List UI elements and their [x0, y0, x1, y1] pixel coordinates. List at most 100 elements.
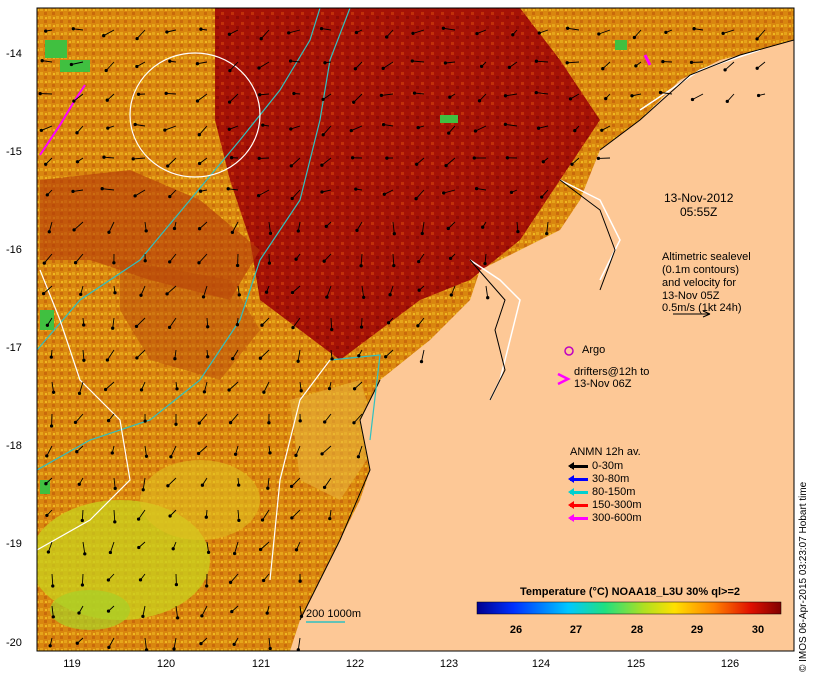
velocity-arrow-head — [111, 326, 115, 330]
velocity-arrow-head — [420, 231, 424, 236]
velocity-arrow-head — [261, 123, 265, 127]
velocity-arrow — [135, 124, 146, 127]
velocity-arrow-head — [362, 295, 366, 300]
velocity-arrow-head — [448, 256, 453, 261]
velocity-arrow — [140, 285, 146, 296]
annotation-line: 13-Nov 05Z — [662, 290, 720, 302]
velocity-arrow-head — [419, 359, 424, 364]
velocity-arrow-head — [198, 189, 203, 193]
velocity-arrow-head — [503, 122, 508, 127]
velocity-arrow — [103, 29, 115, 37]
velocity-arrow — [567, 61, 580, 64]
colorbar-tick: 30 — [751, 624, 765, 636]
velocity-arrow-head — [417, 288, 421, 292]
velocity-arrow — [113, 509, 116, 522]
velocity-arrow — [692, 93, 704, 100]
velocity-arrow-head — [75, 450, 79, 454]
velocity-arrow-head — [268, 451, 272, 455]
velocity-arrow-head — [570, 162, 574, 166]
velocity-arrow-head — [136, 517, 141, 521]
velocity-arrow-head — [141, 614, 145, 619]
velocity-arrow-head — [416, 125, 420, 130]
velocity-arrow-head — [354, 30, 359, 35]
isobath-label: 200 1000m — [306, 608, 362, 620]
velocity-arrow — [330, 317, 333, 330]
lat-label: -14 — [6, 48, 22, 60]
velocity-arrow — [173, 637, 177, 649]
velocity-arrow-head — [44, 162, 48, 166]
velocity-arrow-head — [45, 323, 50, 327]
anmn-item: 150-300m — [568, 499, 642, 511]
lon-label: 122 — [345, 658, 365, 670]
velocity-arrow-head — [479, 64, 484, 69]
velocity-arrow-head — [386, 321, 391, 325]
anmn-item: 0-30m — [568, 460, 623, 472]
velocity-arrow — [43, 285, 53, 294]
velocity-arrow-head — [509, 190, 514, 195]
velocity-arrow-head — [168, 194, 172, 199]
velocity-arrow-head — [511, 33, 515, 37]
velocity-arrow-head — [260, 518, 265, 522]
velocity-arrow-head — [202, 390, 207, 394]
velocity-arrow-head — [483, 261, 487, 266]
velocity-arrow-head — [102, 34, 106, 38]
velocity-arrow — [443, 27, 456, 31]
velocity-arrow — [199, 221, 208, 230]
lon-label: 120 — [156, 658, 176, 670]
velocity-arrow — [138, 509, 146, 520]
velocity-arrow — [660, 92, 673, 95]
velocity-arrow — [536, 92, 549, 95]
velocity-arrow-head — [268, 646, 272, 651]
temperature-colorbar — [476, 601, 782, 615]
velocity-arrow-head — [534, 59, 539, 63]
velocity-arrow-head — [44, 29, 48, 33]
velocity-arrow — [79, 381, 84, 394]
velocity-arrow-head — [516, 229, 520, 234]
velocity-arrow-head — [320, 452, 324, 456]
velocity-arrow — [169, 253, 177, 263]
velocity-arrow — [322, 125, 332, 136]
velocity-arrow-head — [227, 388, 231, 392]
velocity-arrow — [230, 413, 239, 423]
velocity-arrow-head — [446, 226, 450, 231]
velocity-arrow-head — [323, 420, 327, 424]
velocity-arrow-head — [206, 355, 210, 359]
velocity-arrow — [71, 61, 84, 65]
velocity-arrow-head — [102, 155, 106, 159]
velocity-arrow — [598, 29, 611, 35]
velocity-arrow-head — [330, 327, 334, 332]
velocity-arrow — [134, 189, 146, 197]
velocity-arrow-head — [355, 228, 359, 233]
velocity-arrow-head — [113, 520, 117, 524]
velocity-arrow — [73, 93, 84, 102]
velocity-arrow — [415, 189, 425, 200]
velocity-arrow — [295, 445, 301, 456]
velocity-arrow-head — [143, 419, 147, 423]
velocity-arrow-head — [196, 451, 201, 456]
velocity-arrow-head — [230, 609, 234, 614]
velocity-arrow-head — [205, 584, 209, 588]
lat-label: -19 — [6, 538, 22, 550]
velocity-arrow-head — [135, 64, 139, 69]
velocity-arrow-head — [200, 614, 204, 618]
velocity-arrow-head — [77, 611, 81, 615]
velocity-arrow-head — [410, 59, 414, 63]
velocity-arrow — [567, 27, 580, 31]
velocity-arrow-head — [384, 355, 388, 359]
velocity-arrow-head — [604, 96, 608, 101]
velocity-arrow-head — [442, 191, 446, 195]
velocity-arrow-head — [319, 26, 324, 31]
velocity-arrow-head — [44, 482, 48, 486]
argo-label: Argo — [582, 344, 606, 356]
velocity-arrow — [445, 157, 456, 166]
velocity-arrow-head — [137, 545, 141, 550]
velocity-arrow — [634, 29, 642, 38]
velocity-arrow-head — [169, 455, 173, 459]
velocity-arrow-head — [261, 578, 266, 583]
velocity-arrow — [237, 509, 240, 521]
velocity-arrow — [107, 349, 115, 361]
velocity-arrow — [167, 477, 177, 487]
velocity-arrow-head — [135, 356, 139, 360]
velocity-arrow — [234, 541, 239, 554]
